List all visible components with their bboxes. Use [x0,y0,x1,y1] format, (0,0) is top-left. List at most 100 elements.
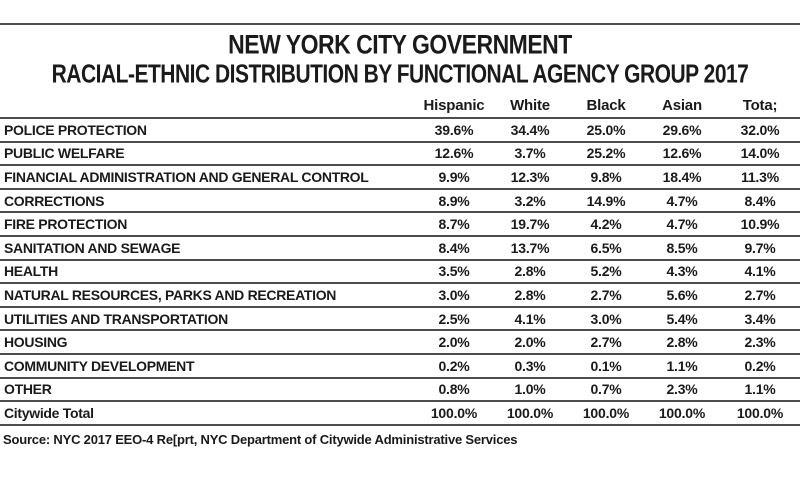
row-label: SANITATION AND SEWAGE [0,235,416,261]
table-row: HOUSING 2.0% 2.0% 2.7% 2.8% 2.3% [0,330,800,355]
table-cell: 8.7% [416,212,492,237]
table-cell: 3.7% [492,141,568,167]
top-divider [0,23,800,25]
row-label: FIRE PROTECTION [0,212,416,237]
table-cell: 2.5% [416,306,492,332]
row-label: HEALTH [0,259,416,285]
data-table: Hispanic White Black Asian Tota; POLICE PROT… [0,91,800,426]
table-cell: 12.3% [492,165,568,190]
table-cell: 3.5% [416,259,492,285]
table-cell: 2.8% [492,283,568,308]
row-label: HOUSING [0,330,416,355]
table-row: UTILITIES AND TRANSPORTATION 2.5% 4.1% 3.0%… [0,306,800,332]
table-row: Citywide Total 100.0% 100.0% 100.0% 100.0% 10… [0,401,800,426]
row-label: CORRECTIONS [0,188,416,214]
table-cell: 2.8% [492,259,568,285]
row-label: FINANCIAL ADMINISTRATION AND GENERAL CON… [0,165,416,190]
table-cell: 4.2% [568,212,644,237]
table-cell: 10.9% [720,212,800,237]
table-cell: 9.7% [720,235,800,261]
table-cell: 8.9% [416,188,492,214]
table-cell: 4.7% [644,188,720,214]
table-row: COMMUNITY DEVELOPMENT 0.2% 0.3% 0.1% 1.1% 0.2… [0,353,800,379]
table-cell: 9.9% [416,165,492,190]
table-cell: 0.2% [416,353,492,379]
table-row: PUBLIC WELFARE 12.6% 3.7% 25.2% 12.6% 14.0% [0,141,800,167]
table-cell: 0.1% [568,353,644,379]
table-cell: 100.0% [644,401,720,426]
table-cell: 14.0% [720,141,800,167]
table-cell: 39.6% [416,118,492,143]
table-cell: 34.4% [492,118,568,143]
table-row: FIRE PROTECTION 8.7% 19.7% 4.2% 4.7% 10.9% [0,212,800,237]
row-label: OTHER [0,377,416,403]
table-cell: 1.1% [644,353,720,379]
table-cell: 0.7% [568,377,644,403]
header-row: Hispanic White Black Asian Tota; [0,91,800,119]
table-cell: 29.6% [644,118,720,143]
row-label: UTILITIES AND TRANSPORTATION [0,306,416,332]
table-cell: 32.0% [720,118,800,143]
table-cell: 3.0% [416,283,492,308]
table-cell: 0.3% [492,353,568,379]
table-cell: 2.0% [492,330,568,355]
table-row: SANITATION AND SEWAGE 8.4% 13.7% 6.5% 8.5% 9.… [0,235,800,261]
row-label: COMMUNITY DEVELOPMENT [0,353,416,379]
table-cell: 12.6% [416,141,492,167]
table-cell: 3.0% [568,306,644,332]
table-cell: 2.3% [720,330,800,355]
table-cell: 2.3% [644,377,720,403]
row-label: POLICE PROTECTION [0,118,416,143]
column-header: Hispanic [416,91,492,119]
table-cell: 2.8% [644,330,720,355]
table-row: OTHER 0.8% 1.0% 0.7% 2.3% 1.1% [0,377,800,403]
row-label: Citywide Total [0,401,416,426]
table-cell: 2.7% [568,330,644,355]
table-cell: 9.8% [568,165,644,190]
table-cell: 0.2% [720,353,800,379]
table-cell: 100.0% [492,401,568,426]
table-cell: 8.4% [720,188,800,214]
table-cell: 0.8% [416,377,492,403]
table-cell: 2.7% [568,283,644,308]
table-cell: 12.6% [644,141,720,167]
table-cell: 8.4% [416,235,492,261]
table-cell: 4.7% [644,212,720,237]
table-cell: 4.1% [492,306,568,332]
table-cell: 3.4% [720,306,800,332]
table-row: CORRECTIONS 8.9% 3.2% 14.9% 4.7% 8.4% [0,188,800,214]
header-cell-empty [0,91,416,119]
column-header: Black [568,91,644,119]
table-cell: 8.5% [644,235,720,261]
table-cell: 3.2% [492,188,568,214]
table-cell: 14.9% [568,188,644,214]
table-cell: 2.0% [416,330,492,355]
table-cell: 18.4% [644,165,720,190]
table-cell: 2.7% [720,283,800,308]
table-figure-page: { "chart_data": { "type": "table", "titl… [0,23,800,489]
table-row: POLICE PROTECTION 39.6% 34.4% 25.0% 29.6% 32.… [0,118,800,143]
table-cell: 11.3% [720,165,800,190]
page-subtitle: RACIAL-ETHNIC DISTRIBUTION BY FUNCTIONAL… [51,60,749,89]
table-row: FINANCIAL ADMINISTRATION AND GENERAL CON… [0,165,800,190]
table-cell: 100.0% [416,401,492,426]
table-cell: 25.2% [568,141,644,167]
table-cell: 100.0% [568,401,644,426]
table-cell: 25.0% [568,118,644,143]
table-cell: 100.0% [720,401,800,426]
table-cell: 19.7% [492,212,568,237]
table-row: NATURAL RESOURCES, PARKS AND RECREATION 3… [0,283,800,308]
table-cell: 4.3% [644,259,720,285]
column-header: Asian [644,91,720,119]
table-row: HEALTH 3.5% 2.8% 5.2% 4.3% 4.1% [0,259,800,285]
column-header: White [492,91,568,119]
column-header: Tota; [720,91,800,119]
table-cell: 5.2% [568,259,644,285]
source-note: Source: NYC 2017 EEO-4 Re[prt, NYC Depar… [3,431,518,447]
row-label: NATURAL RESOURCES, PARKS AND RECREATION [0,283,416,308]
row-label: PUBLIC WELFARE [0,141,416,167]
table-cell: 6.5% [568,235,644,261]
table-cell: 1.0% [492,377,568,403]
table-cell: 13.7% [492,235,568,261]
table-cell: 5.6% [644,283,720,308]
